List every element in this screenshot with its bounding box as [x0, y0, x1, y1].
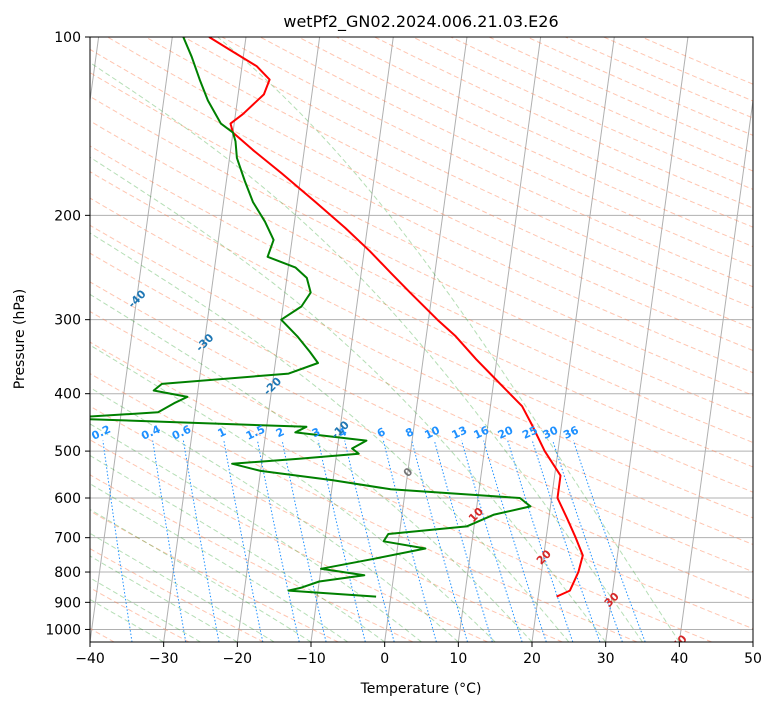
x-tick-label: −30 [149, 651, 179, 667]
moist-adiabat-line [90, 293, 533, 642]
y-tick-label: 300 [54, 313, 81, 329]
x-axis-label: Temperature (°C) [360, 681, 482, 697]
temperature-profile-line [208, 37, 584, 598]
dry-adiabat-line [90, 95, 753, 420]
dry-adiabat-line [90, 224, 753, 546]
dry-adiabat-line [90, 197, 753, 519]
dry-adiabat-line [90, 311, 753, 630]
mixing-ratio-label: 13 [450, 424, 469, 442]
moist-adiabat-line [90, 483, 349, 642]
moist-adiabat-line [90, 344, 496, 642]
moist-adiabat-line [90, 598, 164, 642]
moist-adiabat-line [90, 156, 607, 642]
dry-adiabat-line [90, 120, 753, 444]
x-tick-label: 40 [670, 651, 688, 667]
dry-adiabat-line [298, 37, 753, 248]
isotherm-line [90, 37, 173, 642]
dry-adiabat-line [336, 37, 753, 228]
mixing-ratio-label: 30 [541, 423, 561, 441]
moist-adiabat-line [90, 555, 238, 642]
isotherm-label: 40 [670, 632, 690, 652]
axes: −40 −30 −20 −10 0 10 20 30 40 50 100 200 300 400 500 60… [45, 30, 762, 667]
isotherm-line [531, 37, 615, 642]
y-tick-label: 700 [54, 531, 81, 547]
y-tick-label: 400 [54, 387, 81, 403]
mixing-ratio-line [411, 440, 468, 642]
dry-adiabat-line [374, 37, 753, 209]
mixing-ratio-line [152, 440, 187, 642]
isotherm-line [605, 37, 689, 642]
mixing-ratio-line [257, 440, 300, 642]
x-tick-label: −20 [223, 651, 253, 667]
x-tick-label: 30 [597, 651, 615, 667]
dry-adiabat-line [90, 48, 753, 374]
mixing-ratio-line [531, 440, 601, 642]
dry-adiabat-line [488, 37, 753, 154]
dry-adiabat-line [145, 37, 753, 330]
mixing-ratio-label: 36 [561, 423, 581, 441]
moist-adiabat-line [90, 532, 275, 642]
mixing-ratio-line [344, 440, 395, 642]
moist-adiabat-line [90, 423, 422, 642]
series-layer [90, 37, 584, 598]
dry-adiabat-line [90, 439, 488, 642]
mixing-ratio-line [552, 440, 623, 642]
isotherm-line [310, 37, 394, 642]
mixing-ratio-line [317, 440, 366, 642]
chart-title: wetPf2_GN02.2024.006.21.03.E26 [283, 12, 558, 32]
x-tick-label: 10 [449, 651, 467, 667]
mixing-ratio-line [182, 440, 220, 642]
moist-adiabat-line [90, 61, 643, 642]
y-tick-label: 800 [54, 565, 81, 581]
moist-adiabat-line [90, 386, 459, 642]
moist-adiabat-line [90, 454, 385, 642]
dry-adiabat-line [183, 37, 753, 309]
moist-adiabat-line [90, 232, 570, 642]
y-tick-label: 200 [54, 208, 81, 224]
isotherm-line [678, 96, 753, 642]
y-tick-label: 1000 [45, 622, 81, 638]
isotherm-line [236, 37, 321, 642]
dry-adiabat-line [90, 72, 753, 396]
mixing-ratio-line [572, 440, 646, 642]
mixing-ratio-label: 10 [423, 423, 443, 441]
mixing-ratio-line [433, 440, 493, 642]
plot-frame [89, 36, 754, 643]
y-tick-label: 100 [54, 30, 81, 46]
dry-adiabat-line [107, 37, 753, 352]
mixing-ratio-line [223, 440, 264, 642]
y-tick-label: 900 [54, 595, 81, 611]
moist-adiabat-line [90, 577, 201, 642]
y-tick-label: 500 [54, 444, 81, 460]
dry-adiabat-line [90, 405, 563, 642]
x-tick-label: 50 [744, 651, 762, 667]
dry-adiabat-line [90, 252, 753, 573]
y-axis-label: Pressure (hPa) [12, 289, 28, 389]
x-tick-label: 0 [380, 651, 389, 667]
dry-adiabat-line [90, 474, 414, 642]
moist-adiabat-line [217, 37, 680, 642]
x-tick-label: −10 [296, 651, 326, 667]
background-lines [90, 37, 753, 642]
isotherm-line [163, 37, 247, 642]
x-tick-label: −40 [75, 651, 105, 667]
y-tick-label: 600 [54, 491, 81, 507]
mixing-ratio-line [461, 440, 523, 642]
dry-adiabat-line [90, 510, 339, 642]
isotherm-line [457, 37, 542, 642]
mixing-ratio-line [483, 440, 547, 642]
mixing-ratio-label: 25 [520, 424, 539, 442]
mixing-ratio-label: 16 [472, 423, 492, 441]
isotherm-line [384, 37, 468, 642]
mixing-ratio-line [507, 440, 574, 642]
dewpoint-profile-line [90, 37, 532, 598]
mixing-ratio-line [102, 440, 133, 642]
mixing-ratio-label: 20 [496, 423, 516, 441]
x-tick-label: 20 [523, 651, 541, 667]
